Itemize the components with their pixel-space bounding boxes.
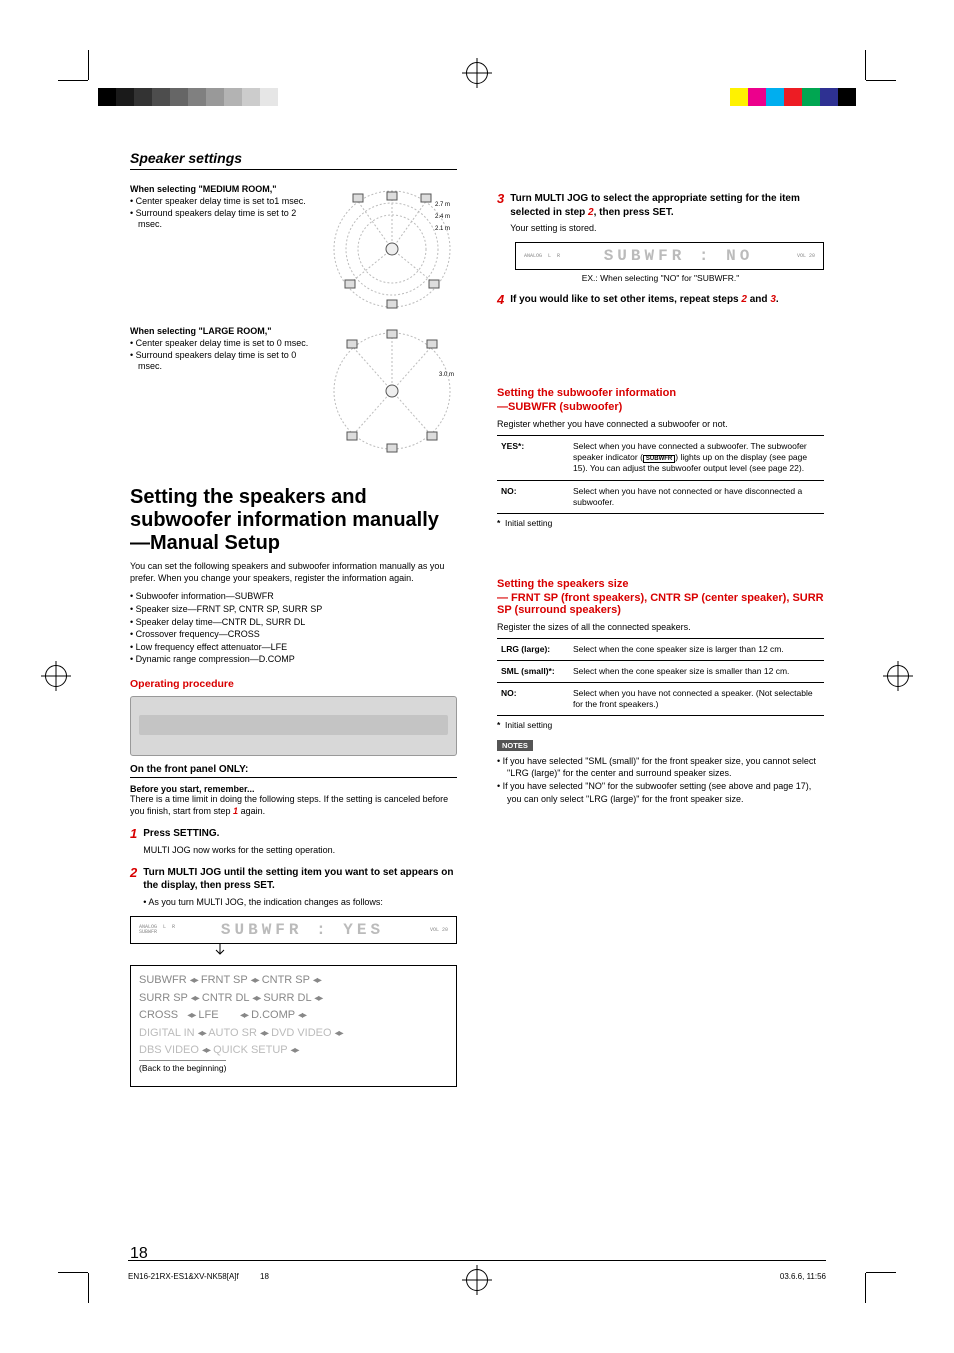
svg-text:2.4 m: 2.4 m: [435, 214, 450, 220]
lcd-subwfr-no: ANALOG L R SUBWFR : NO VOL 20: [515, 242, 824, 270]
step-number: 4: [497, 293, 504, 307]
lcd-vol: VOL 20: [430, 928, 448, 933]
subwfr-indicator-icon: SUBWFR: [643, 455, 675, 463]
section-title: Speaker settings: [130, 150, 457, 170]
spsize-options-table: LRG (large):Select when the cone speaker…: [497, 638, 824, 716]
medium-room-block: When selecting "MEDIUM ROOM," Center spe…: [130, 184, 457, 314]
step-lead: Turn MULTI JOG until the setting item yo…: [143, 866, 457, 893]
lcd-subwfr-yes: ANALOG L R SUBWFR SUBWFR : YES VOL 20: [130, 916, 457, 944]
table-row: LRG (large):Select when the cone speaker…: [497, 638, 824, 660]
list-item: Speaker delay time—CNTR DL, SURR DL: [130, 616, 457, 629]
table-row: YES*: Select when you have connected a s…: [497, 435, 824, 480]
subwfr-options-table: YES*: Select when you have connected a s…: [497, 435, 824, 514]
notes-list: If you have selected "SML (small)" for t…: [497, 755, 824, 805]
table-row: NO: Select when you have not connected o…: [497, 480, 824, 513]
operating-procedure-heading: Operating procedure: [130, 678, 457, 690]
footer-mid: 18: [260, 1272, 269, 1281]
step-lead: Press SETTING.: [143, 827, 457, 841]
step-3: 3 Turn MULTI JOG to select the appropria…: [497, 192, 824, 234]
lcd-text: SUBWFR : YES: [183, 921, 422, 939]
step-4: 4 If you would like to set other items, …: [497, 293, 824, 307]
list-item: Dynamic range compression—D.COMP: [130, 653, 457, 666]
large-room-label: When selecting "LARGE ROOM,": [130, 326, 317, 336]
footnote: * * Initial settingInitial setting: [497, 518, 824, 528]
color-bar: [712, 88, 856, 106]
medium-room-diagram: 2.7 m 2.4 m 2.1 m: [327, 184, 457, 314]
step-lead: If you would like to set other items, re…: [510, 293, 824, 307]
lcd-caption: EX.: When selecting "NO" for "SUBWFR.": [497, 273, 824, 283]
list-item: Low frequency effect attenuator—LFE: [130, 641, 457, 654]
table-row: NO:Select when you have not connected a …: [497, 682, 824, 715]
remember-text: There is a time limit in doing the follo…: [130, 794, 457, 817]
manual-items: Subwoofer information—SUBWFR Speaker siz…: [130, 590, 457, 666]
front-panel-illustration: [130, 696, 457, 756]
lcd-indicators: ANALOG L R SUBWFR: [139, 925, 175, 935]
subwfr-desc: Register whether you have connected a su…: [497, 419, 824, 429]
table-row: SML (small)*:Select when the cone speake…: [497, 660, 824, 682]
cycle-back-label: (Back to the beginning): [139, 1060, 226, 1076]
footer-right: 03.6.6, 11:56: [780, 1272, 826, 1281]
arrow-down-icon: [130, 944, 457, 958]
lcd-indicators: ANALOG L R: [524, 254, 560, 259]
subwfr-subheading: —SUBWFR (subwoofer): [497, 401, 824, 413]
list-item: Surround speakers delay time is set to 2…: [130, 208, 317, 231]
list-item: Center speaker delay time is set to1 mse…: [130, 196, 317, 208]
medium-room-label: When selecting "MEDIUM ROOM,": [130, 184, 317, 194]
step-1: 1 Press SETTING. MULTI JOG now works for…: [130, 827, 457, 856]
step-lead: Turn MULTI JOG to select the appropriate…: [510, 192, 824, 219]
svg-text:2.7 m: 2.7 m: [435, 202, 450, 208]
footer-left: EN16-21RX-ES1&XV-NK58[A]f: [128, 1272, 239, 1281]
registration-mark-icon: [466, 1269, 488, 1291]
registration-mark-icon: [45, 665, 67, 687]
grayscale-bar: [98, 88, 296, 106]
list-item: If you have selected "NO" for the subwoo…: [497, 780, 824, 805]
step-number: 2: [130, 866, 137, 908]
registration-mark-icon: [887, 665, 909, 687]
footer-rule: [128, 1260, 826, 1261]
subwfr-heading: Setting the subwoofer information: [497, 387, 824, 399]
list-item: Surround speakers delay time is set to 0…: [130, 350, 317, 373]
spsize-subheading: — FRNT SP (front speakers), CNTR SP (cen…: [497, 592, 824, 616]
front-panel-only-label: On the front panel ONLY:: [130, 764, 457, 778]
list-item: Center speaker delay time is set to 0 ms…: [130, 338, 317, 350]
step-number: 1: [130, 827, 137, 856]
manual-setup-heading: Setting the speakers and subwoofer infor…: [130, 486, 457, 555]
manual-intro: You can set the following speakers and s…: [130, 561, 457, 584]
list-item: Speaker size—FRNT SP, CNTR SP, SURR SP: [130, 603, 457, 616]
large-room-diagram: 3.0 m: [327, 326, 457, 456]
setting-cycle-box: SUBWFR ◂▸ FRNT SP ◂▸ CNTR SP ◂▸ SURR SP …: [130, 965, 457, 1087]
step-2: 2 Turn MULTI JOG until the setting item …: [130, 866, 457, 908]
spsize-heading: Setting the speakers size: [497, 578, 824, 590]
lcd-vol: VOL 20: [797, 254, 815, 259]
registration-mark-icon: [466, 62, 488, 84]
svg-text:2.1 m: 2.1 m: [435, 226, 450, 232]
lcd-text: SUBWFR : NO: [568, 247, 789, 265]
step-body-text: MULTI JOG now works for the setting oper…: [143, 844, 457, 856]
spsize-desc: Register the sizes of all the connected …: [497, 622, 824, 632]
large-room-block: When selecting "LARGE ROOM," Center spea…: [130, 326, 457, 456]
svg-text:3.0 m: 3.0 m: [439, 372, 454, 378]
remember-label: Before you start, remember...: [130, 784, 457, 794]
list-item: Subwoofer information—SUBWFR: [130, 590, 457, 603]
list-item: Crossover frequency—CROSS: [130, 628, 457, 641]
notes-tag: NOTES: [497, 740, 533, 751]
step-body-text: Your setting is stored.: [510, 222, 824, 234]
list-item: If you have selected "SML (small)" for t…: [497, 755, 824, 780]
step-number: 3: [497, 192, 504, 234]
step-note: As you turn MULTI JOG, the indication ch…: [143, 896, 457, 908]
footnote: * Initial setting: [497, 720, 824, 730]
